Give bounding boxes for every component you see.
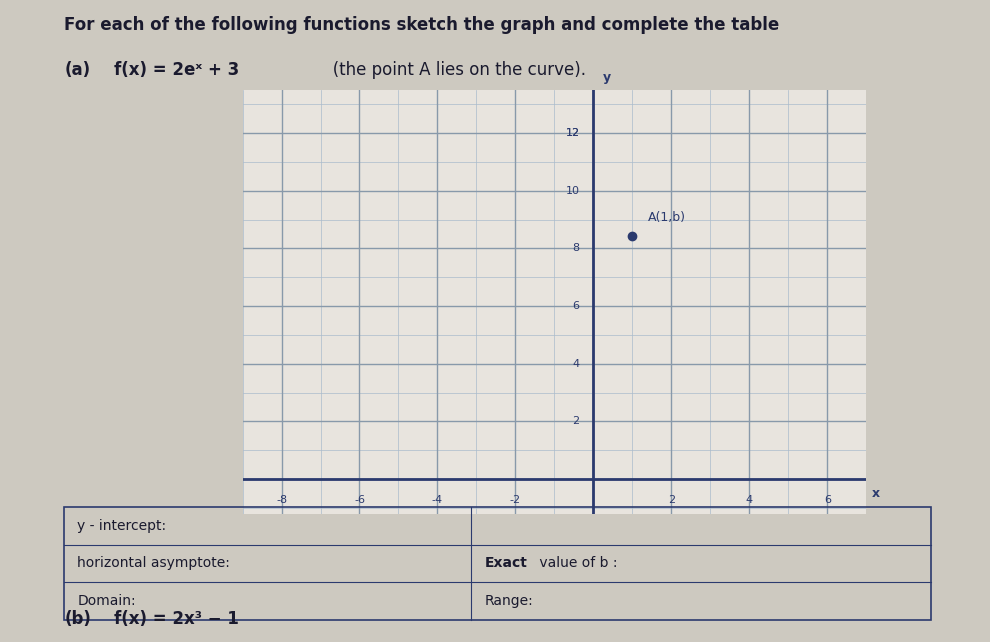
Text: 10: 10 [565,186,580,196]
Text: x: x [872,487,880,500]
Text: 4: 4 [572,359,580,369]
Text: -8: -8 [276,495,287,505]
Text: -4: -4 [432,495,443,505]
Text: 6: 6 [824,495,831,505]
Text: 8: 8 [572,243,580,254]
Text: y: y [603,71,611,84]
Text: 2: 2 [668,495,675,505]
Text: A(1,b): A(1,b) [648,211,686,225]
Text: -2: -2 [510,495,521,505]
Text: (a): (a) [64,61,90,79]
Text: f(x) = 2x³ − 1: f(x) = 2x³ − 1 [114,610,239,628]
Text: Range:: Range: [484,594,534,608]
Text: For each of the following functions sketch the graph and complete the table: For each of the following functions sket… [64,16,779,34]
Text: 12: 12 [565,128,580,138]
Text: (b): (b) [64,610,91,628]
Text: Domain:: Domain: [77,594,136,608]
Text: 6: 6 [573,301,580,311]
Text: f(x) = 2eˣ + 3: f(x) = 2eˣ + 3 [114,61,240,79]
Text: Exact: Exact [484,557,528,570]
Text: (the point A lies on the curve).: (the point A lies on the curve). [317,61,586,79]
Text: 12: 12 [565,128,580,138]
Text: y - intercept:: y - intercept: [77,519,166,533]
Text: -6: -6 [354,495,365,505]
Text: 4: 4 [745,495,752,505]
Text: horizontal asymptote:: horizontal asymptote: [77,557,231,570]
Text: 2: 2 [572,417,580,426]
Text: value of b :: value of b : [535,557,617,570]
